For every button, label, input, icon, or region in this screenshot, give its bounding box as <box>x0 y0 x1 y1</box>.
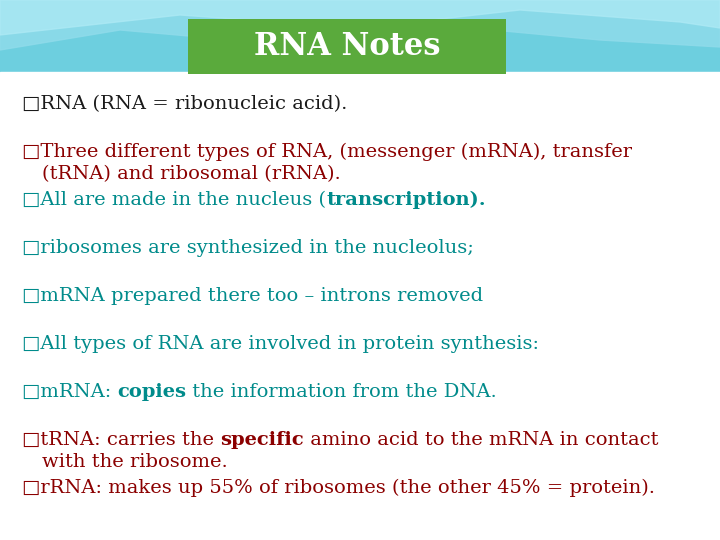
Text: copies: copies <box>117 383 186 401</box>
Text: specific: specific <box>220 431 304 449</box>
Text: □RNA (RNA = ribonucleic acid).: □RNA (RNA = ribonucleic acid). <box>22 95 347 113</box>
Text: (tRNA) and ribosomal (rRNA).: (tRNA) and ribosomal (rRNA). <box>42 165 341 183</box>
Bar <box>0 72 720 540</box>
Text: the information from the DNA.: the information from the DNA. <box>186 383 498 401</box>
Text: □ribosomes are synthesized in the nucleolus;: □ribosomes are synthesized in the nucleo… <box>22 239 474 257</box>
Text: with the ribosome.: with the ribosome. <box>42 453 228 471</box>
Text: □All are made in the nucleus (: □All are made in the nucleus ( <box>22 191 326 209</box>
FancyBboxPatch shape <box>188 19 506 74</box>
Polygon shape <box>0 0 720 50</box>
Text: □rRNA: makes up 55% of ribosomes (the other 45% = protein).: □rRNA: makes up 55% of ribosomes (the ot… <box>22 479 655 497</box>
Text: □mRNA prepared there too – introns removed: □mRNA prepared there too – introns remov… <box>22 287 483 305</box>
Text: amino acid to the mRNA in contact: amino acid to the mRNA in contact <box>304 431 659 449</box>
Text: □tRNA: carries the: □tRNA: carries the <box>22 431 220 449</box>
Text: □Three different types of RNA, (messenger (mRNA), transfer: □Three different types of RNA, (messenge… <box>22 143 632 161</box>
Text: transcription).: transcription). <box>326 191 486 209</box>
Text: □All types of RNA are involved in protein synthesis:: □All types of RNA are involved in protei… <box>22 335 539 353</box>
Polygon shape <box>0 0 720 35</box>
Text: RNA Notes: RNA Notes <box>253 31 440 62</box>
Bar <box>0 0 720 80</box>
Text: □mRNA:: □mRNA: <box>22 383 117 401</box>
